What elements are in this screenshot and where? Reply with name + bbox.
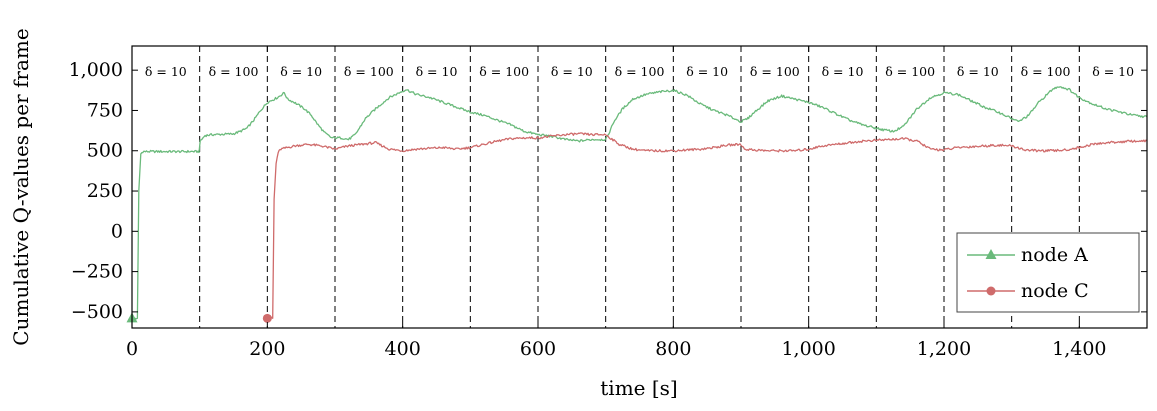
phase-label: δ = 100 — [615, 64, 665, 79]
x-tick-label: 600 — [520, 338, 556, 360]
phase-label: δ = 10 — [145, 64, 187, 79]
x-tick-label: 400 — [385, 338, 421, 360]
series-line-node-a — [132, 86, 1147, 320]
phase-label: δ = 10 — [822, 64, 864, 79]
phase-label: δ = 10 — [686, 64, 728, 79]
legend-marker-triangle — [985, 249, 997, 259]
x-axis-title: time [s] — [600, 376, 677, 400]
y-tick-label: −250 — [71, 261, 123, 283]
x-tick-label: 1,000 — [781, 338, 835, 360]
phase-labels: δ = 10 δ = 100 δ = 10 δ = 100 δ = 10 δ = 100 δ… — [145, 64, 1134, 79]
phase-label: δ = 100 — [1021, 64, 1071, 79]
y-tick-label: 1,000 — [69, 59, 123, 81]
legend-marker-circle — [986, 286, 996, 296]
legend: node A node C — [956, 232, 1140, 313]
legend-label: node A — [1021, 244, 1088, 266]
series-layer — [132, 86, 1147, 321]
y-axis-title: Cumulative Q-values per frame — [9, 28, 33, 345]
series-start-marker — [262, 313, 272, 323]
legend-label: node C — [1021, 280, 1089, 302]
tick-labels: 0 200 400 600 800 1,000 1,200 1,400 1,000 750 500 2… — [69, 59, 1107, 360]
y-tick-label: 500 — [87, 140, 123, 162]
x-tick-label: 1,200 — [917, 338, 971, 360]
axis-ticks — [131, 46, 1147, 328]
phase-label: δ = 10 — [957, 64, 999, 79]
y-tick-label: 0 — [111, 220, 123, 242]
phase-label: δ = 100 — [344, 64, 394, 79]
legend-box — [956, 232, 1140, 313]
y-tick-label: 250 — [87, 180, 123, 202]
phase-label: δ = 10 — [1092, 64, 1134, 79]
phase-label: δ = 100 — [209, 64, 259, 79]
phase-label: δ = 100 — [479, 64, 529, 79]
phase-boundaries — [199, 46, 1080, 328]
y-tick-label: −500 — [71, 301, 123, 323]
phase-label: δ = 100 — [885, 64, 935, 79]
x-tick-label: 0 — [126, 338, 138, 360]
phase-label: δ = 10 — [280, 64, 322, 79]
phase-label: δ = 10 — [416, 64, 458, 79]
x-tick-label: 800 — [655, 338, 691, 360]
x-tick-label: 200 — [249, 338, 285, 360]
series-line-node-c — [267, 132, 1147, 321]
phase-label: δ = 10 — [551, 64, 593, 79]
x-tick-label: 1,400 — [1052, 338, 1106, 360]
phase-label: δ = 100 — [750, 64, 800, 79]
y-tick-label: 750 — [87, 99, 123, 121]
plot-frame — [131, 45, 1148, 329]
